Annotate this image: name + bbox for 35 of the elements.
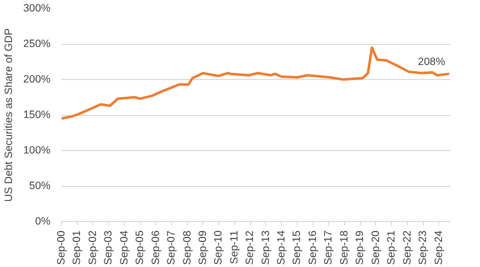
x-tick-label: Sep-09 bbox=[196, 230, 209, 265]
x-tick-label: Sep-10 bbox=[212, 230, 225, 265]
x-tick-label: Sep-17 bbox=[322, 230, 335, 265]
x-tick-label: Sep-13 bbox=[260, 230, 272, 265]
x-tick-label: Sep-19 bbox=[354, 230, 366, 265]
x-tick-label: Sep-18 bbox=[338, 230, 350, 265]
y-tick-label: 250% bbox=[23, 38, 52, 50]
x-tick-label: Sep-14 bbox=[276, 230, 288, 265]
y-tick-label: 200% bbox=[23, 74, 52, 86]
x-tick-label: Sep-23 bbox=[417, 230, 429, 265]
x-tick-label: Sep-04 bbox=[118, 230, 130, 265]
x-tick-label: Sep-03 bbox=[102, 230, 115, 265]
x-tick-label: Sep-08 bbox=[181, 230, 194, 265]
x-tick-label: Sep-21 bbox=[386, 230, 398, 265]
x-tick-label: Sep-02 bbox=[86, 230, 99, 265]
x-tick-label: Sep-11 bbox=[228, 230, 240, 264]
annotation: 208% bbox=[418, 56, 446, 68]
x-tick-label: Sep-12 bbox=[244, 230, 256, 265]
y-tick-label: 300% bbox=[23, 2, 52, 14]
x-tick-label: Sep-01 bbox=[71, 230, 84, 265]
y-axis-title: US Debt Securities as Share of GDP bbox=[3, 28, 16, 202]
y-tick-label: 50% bbox=[29, 180, 52, 192]
x-tick-label: Sep-20 bbox=[370, 230, 382, 265]
x-tick-label: Sep-06 bbox=[150, 230, 162, 265]
x-tick-label: Sep-15 bbox=[291, 230, 304, 265]
x-tick-label: Sep-24 bbox=[432, 230, 445, 265]
line-series bbox=[62, 46, 450, 120]
x-tick-label: Sep-05 bbox=[134, 230, 146, 265]
y-tick-label: 150% bbox=[23, 109, 52, 121]
x-tick-label: Sep-22 bbox=[401, 230, 414, 265]
x-tick-label: Sep-16 bbox=[307, 230, 319, 265]
y-tick-label: 0% bbox=[35, 216, 52, 228]
y-tick-label: 100% bbox=[23, 144, 52, 156]
x-tick-label: Sep-00 bbox=[56, 230, 68, 265]
x-tick-label: Sep-07 bbox=[166, 230, 178, 265]
